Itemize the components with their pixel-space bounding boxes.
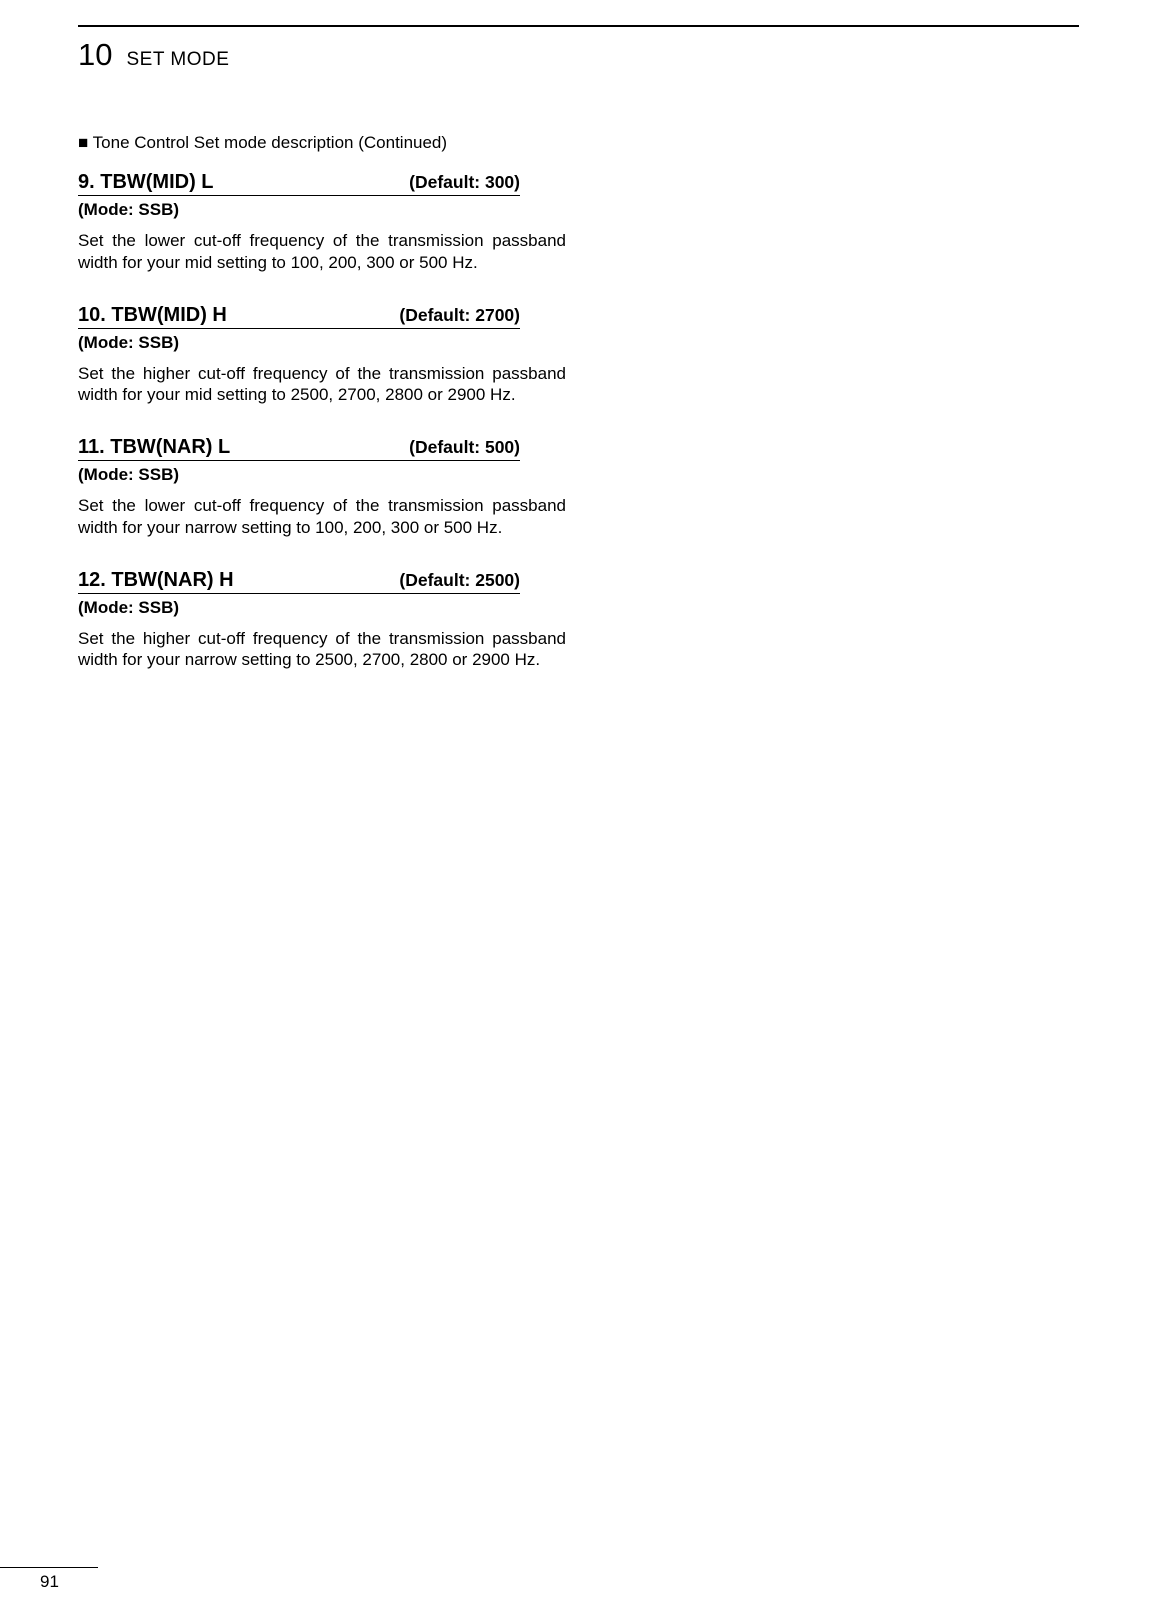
setting-default: (Default: 300) bbox=[409, 172, 520, 193]
setting-body: Set the higher cut-off frequency of the … bbox=[78, 628, 566, 672]
setting-title: 12. TBW(NAR) H bbox=[78, 569, 234, 592]
setting-title: 11. TBW(NAR) L bbox=[78, 436, 230, 459]
setting-block: 12. TBW(NAR) H (Default: 2500) (Mode: SS… bbox=[78, 569, 566, 672]
setting-mode: (Mode: SSB) bbox=[78, 465, 566, 485]
page-number: 91 bbox=[40, 1572, 59, 1592]
setting-default: (Default: 2500) bbox=[399, 570, 520, 591]
chapter-number: 10 bbox=[78, 37, 112, 73]
setting-header: 12. TBW(NAR) H (Default: 2500) bbox=[78, 569, 520, 594]
setting-mode: (Mode: SSB) bbox=[78, 598, 566, 618]
running-head: 10 SET MODE bbox=[78, 37, 1079, 73]
setting-default: (Default: 2700) bbox=[399, 305, 520, 326]
page-number-rule bbox=[0, 1567, 98, 1568]
setting-block: 9. TBW(MID) L (Default: 300) (Mode: SSB)… bbox=[78, 171, 566, 274]
top-rule bbox=[78, 25, 1079, 27]
setting-block: 11. TBW(NAR) L (Default: 500) (Mode: SSB… bbox=[78, 436, 566, 539]
chapter-title: SET MODE bbox=[126, 49, 229, 71]
setting-default: (Default: 500) bbox=[409, 437, 520, 458]
setting-header: 11. TBW(NAR) L (Default: 500) bbox=[78, 436, 520, 461]
continued-line: ■ Tone Control Set mode description (Con… bbox=[78, 133, 566, 153]
setting-header: 10. TBW(MID) H (Default: 2700) bbox=[78, 304, 520, 329]
setting-body: Set the lower cut-off frequency of the t… bbox=[78, 230, 566, 274]
setting-mode: (Mode: SSB) bbox=[78, 200, 566, 220]
setting-block: 10. TBW(MID) H (Default: 2700) (Mode: SS… bbox=[78, 304, 566, 407]
content-column: ■ Tone Control Set mode description (Con… bbox=[78, 133, 566, 671]
setting-title: 9. TBW(MID) L bbox=[78, 171, 214, 194]
setting-title: 10. TBW(MID) H bbox=[78, 304, 227, 327]
page-container: 10 SET MODE ■ Tone Control Set mode desc… bbox=[0, 0, 1157, 731]
setting-body: Set the higher cut-off frequency of the … bbox=[78, 363, 566, 407]
setting-body: Set the lower cut-off frequency of the t… bbox=[78, 495, 566, 539]
setting-mode: (Mode: SSB) bbox=[78, 333, 566, 353]
setting-header: 9. TBW(MID) L (Default: 300) bbox=[78, 171, 520, 196]
